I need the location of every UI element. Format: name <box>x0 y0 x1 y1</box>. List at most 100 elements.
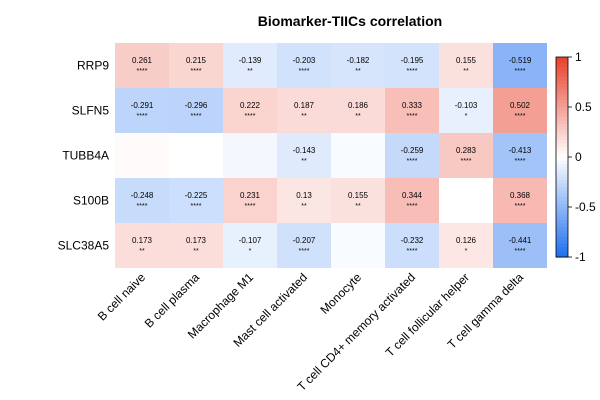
heatmap-cell <box>115 133 169 178</box>
colorbar-segment <box>556 230 568 235</box>
colorbar-segment <box>556 110 568 115</box>
colorbar-segment <box>556 163 568 168</box>
cell-significance-label: **** <box>245 203 256 210</box>
cell-value-label: 0.344 <box>402 191 423 200</box>
colorbar-tick-label: -0.5 <box>575 200 596 214</box>
colorbar-segment <box>556 160 568 165</box>
colorbar-segment <box>556 170 568 175</box>
heatmap-cell <box>331 133 385 178</box>
cell-value-label: 0.173 <box>186 236 207 245</box>
cell-value-label: 0.261 <box>132 56 153 65</box>
cell-significance-label: ** <box>463 68 469 75</box>
colorbar-segment <box>556 153 568 158</box>
colorbar-segment <box>556 253 568 258</box>
cell-significance-label: **** <box>407 113 418 120</box>
heatmap-cell <box>493 43 547 88</box>
colorbar-segment <box>556 187 568 191</box>
heatmap-cell <box>115 43 169 88</box>
row-label: SLFN5 <box>72 104 110 118</box>
heatmap-cell <box>331 88 385 133</box>
cell-value-label: -0.248 <box>131 191 154 200</box>
heatmap-cell <box>169 88 223 133</box>
heatmap-cell <box>115 223 169 268</box>
colorbar-segment <box>556 103 568 108</box>
row-label: S100B <box>73 194 109 208</box>
cell-value-label: -0.143 <box>293 146 316 155</box>
cell-significance-label: **** <box>191 68 202 75</box>
cell-significance-label: **** <box>137 203 148 210</box>
colorbar-segment <box>556 213 568 218</box>
colorbar-segment <box>556 63 568 68</box>
colorbar-tick-label: 0 <box>575 150 582 164</box>
colorbar-segment <box>556 70 568 75</box>
heatmap-cell <box>439 88 493 133</box>
cell-significance-label: **** <box>407 158 418 165</box>
heatmap-cell <box>223 133 277 178</box>
heatmap-cell <box>385 43 439 88</box>
cell-significance-label: **** <box>515 158 526 165</box>
colorbar-segment <box>556 117 568 121</box>
cell-significance-label: **** <box>515 248 526 255</box>
colorbar-segment <box>556 140 568 145</box>
colorbar-segment <box>556 143 568 148</box>
cell-significance-label: ** <box>355 203 361 210</box>
heatmap-cell <box>439 43 493 88</box>
cell-significance-label: ** <box>355 113 361 120</box>
heatmap-cell <box>385 133 439 178</box>
column-label: B cell naive <box>95 270 149 324</box>
heatmap-cell <box>115 88 169 133</box>
heatmap-cell <box>385 223 439 268</box>
colorbar-segment <box>556 250 568 255</box>
heatmap-cell <box>169 178 223 223</box>
colorbar-segment <box>556 83 568 88</box>
heatmap-cell <box>331 223 385 268</box>
colorbar-segment <box>556 243 568 248</box>
cell-significance-label: **** <box>299 68 310 75</box>
colorbar-segment <box>556 240 568 245</box>
colorbar-segment <box>556 113 568 118</box>
colorbar-segment <box>556 120 568 125</box>
cell-value-label: 0.215 <box>186 56 207 65</box>
colorbar-segment <box>556 190 568 195</box>
colorbar-segment <box>556 77 568 81</box>
colorbar-segment <box>556 173 568 178</box>
heatmap-cell <box>169 43 223 88</box>
heatmap-cell <box>493 223 547 268</box>
heatmap-cells: 0.261****0.215****-0.139**-0.203****-0.1… <box>115 43 547 268</box>
colorbar-tick-label: 1 <box>575 50 582 64</box>
color-legend: 1 0.5 0 -0.5 -1 <box>555 50 596 264</box>
colorbar-segment <box>556 80 568 85</box>
colorbar-segment <box>556 207 568 211</box>
cell-value-label: -0.291 <box>131 101 154 110</box>
heatmap-cell <box>331 43 385 88</box>
cell-significance-label: **** <box>515 203 526 210</box>
heatmap-cell <box>277 133 331 178</box>
heatmap-cell <box>223 178 277 223</box>
heatmap-cell <box>439 133 493 178</box>
heatmap-cell <box>277 43 331 88</box>
cell-value-label: -0.107 <box>239 236 262 245</box>
colorbar-segment <box>556 197 568 201</box>
colorbar-segment <box>556 73 568 78</box>
colorbar-segment <box>556 133 568 138</box>
heatmap-cell <box>223 43 277 88</box>
cell-value-label: 0.502 <box>510 101 531 110</box>
cell-value-label: 0.155 <box>456 56 477 65</box>
cell-value-label: 0.186 <box>348 101 369 110</box>
colorbar-segment <box>556 210 568 215</box>
colorbar-segment <box>556 227 568 231</box>
cell-significance-label: **** <box>515 68 526 75</box>
heatmap-cell <box>223 223 277 268</box>
cell-value-label: -0.519 <box>509 56 532 65</box>
heatmap-cell <box>277 223 331 268</box>
colorbar-segment <box>556 57 568 61</box>
cell-value-label: -0.232 <box>401 236 424 245</box>
heatmap-cell <box>277 88 331 133</box>
heatmap-cell <box>169 223 223 268</box>
colorbar-segment <box>556 177 568 181</box>
cell-value-label: 0.155 <box>348 191 369 200</box>
cell-value-label: 0.368 <box>510 191 531 200</box>
cell-value-label: -0.203 <box>293 56 316 65</box>
row-label: TUBB4A <box>62 149 109 163</box>
colorbar-segment <box>556 167 568 171</box>
